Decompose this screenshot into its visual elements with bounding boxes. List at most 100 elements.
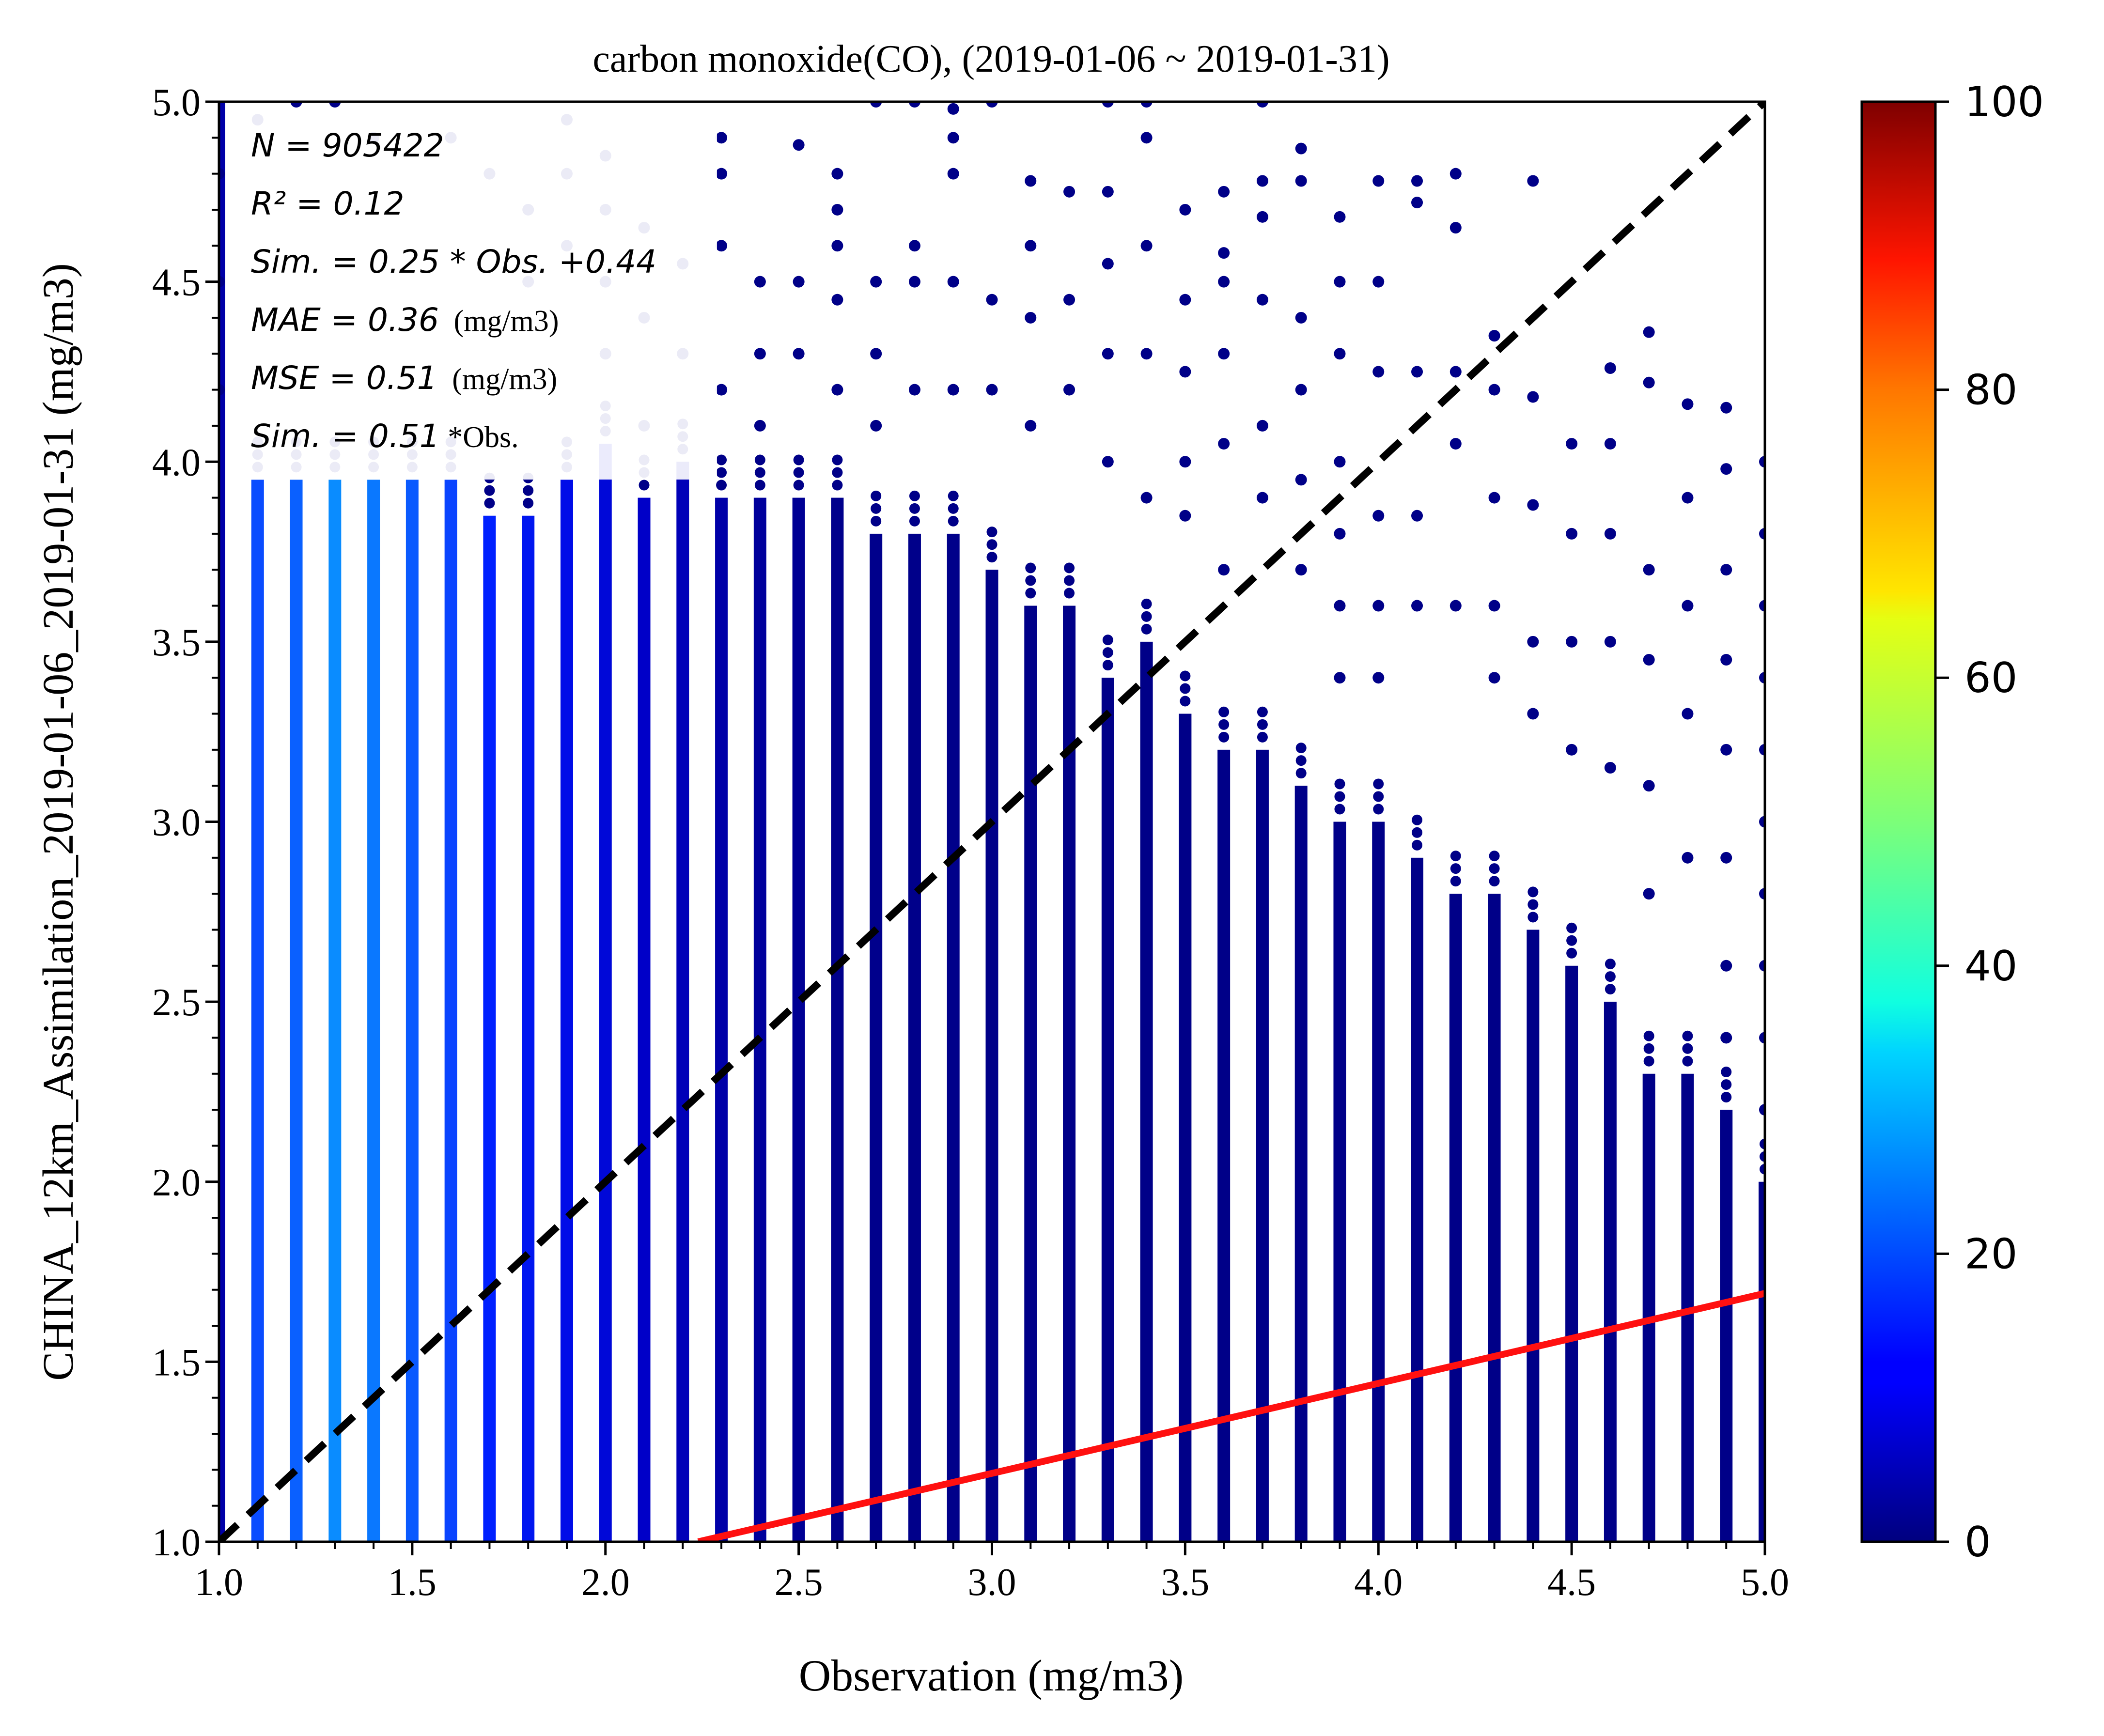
data-point bbox=[1256, 419, 1268, 432]
data-column bbox=[1449, 894, 1462, 1542]
data-column bbox=[715, 497, 728, 1542]
x-tick-label: 1.5 bbox=[388, 1561, 436, 1604]
data-point bbox=[1295, 768, 1307, 779]
y-tick-label: 2.0 bbox=[152, 1162, 201, 1204]
data-point bbox=[716, 480, 727, 491]
data-point bbox=[871, 503, 882, 514]
data-point bbox=[1218, 706, 1230, 717]
data-point bbox=[1256, 294, 1268, 306]
data-point bbox=[1218, 247, 1230, 259]
data-point bbox=[716, 467, 727, 478]
data-column bbox=[1294, 786, 1308, 1542]
data-point bbox=[1759, 960, 1765, 972]
data-point bbox=[1334, 804, 1345, 815]
data-point bbox=[1140, 132, 1153, 144]
data-point bbox=[754, 467, 765, 478]
colorbar-tick-label: 60 bbox=[1964, 654, 2017, 702]
stat-mae-value: MAE = 0.36 bbox=[251, 301, 439, 339]
data-column bbox=[560, 480, 573, 1542]
data-point bbox=[1025, 240, 1037, 252]
data-point bbox=[1760, 1163, 1765, 1175]
data-point bbox=[1449, 438, 1462, 450]
x-tick-label: 3.0 bbox=[968, 1561, 1016, 1604]
data-column bbox=[1759, 1181, 1765, 1542]
data-column bbox=[1527, 930, 1540, 1542]
data-point bbox=[793, 139, 805, 151]
data-point bbox=[1682, 398, 1694, 410]
data-point bbox=[1412, 839, 1423, 851]
data-point bbox=[1604, 762, 1616, 774]
data-point bbox=[1449, 222, 1462, 234]
data-point bbox=[1372, 175, 1385, 187]
data-point bbox=[1140, 240, 1153, 252]
colorbar-gradient bbox=[1860, 100, 1937, 1543]
data-point bbox=[1256, 175, 1268, 187]
stats-box: N = 905422 R² = 0.12 Sim. = 0.25 * Obs. … bbox=[242, 111, 717, 480]
data-point bbox=[1218, 348, 1230, 360]
data-point bbox=[793, 454, 804, 465]
data-point bbox=[1372, 276, 1385, 288]
data-point bbox=[1411, 197, 1423, 209]
stat-n: N = 905422 bbox=[251, 127, 444, 164]
data-point bbox=[986, 102, 998, 108]
data-point bbox=[1643, 1055, 1654, 1067]
data-point bbox=[1295, 743, 1307, 754]
data-point bbox=[1025, 575, 1036, 586]
data-point bbox=[219, 276, 225, 288]
data-point bbox=[1643, 376, 1655, 388]
data-point bbox=[1295, 384, 1307, 396]
data-point bbox=[831, 384, 843, 396]
data-point bbox=[793, 348, 805, 360]
data-point bbox=[1566, 636, 1578, 648]
data-point bbox=[484, 485, 495, 496]
data-point bbox=[1063, 294, 1075, 306]
data-point bbox=[1759, 672, 1765, 684]
data-point bbox=[1295, 311, 1307, 324]
data-point bbox=[1102, 258, 1114, 270]
data-point bbox=[1295, 755, 1307, 766]
data-point bbox=[1450, 863, 1461, 874]
regression-fit-line bbox=[697, 1290, 1765, 1542]
data-point bbox=[754, 419, 766, 432]
data-point bbox=[1720, 852, 1732, 864]
x-tick-label: 1.0 bbox=[195, 1561, 243, 1604]
data-point bbox=[947, 276, 959, 288]
data-point bbox=[870, 276, 882, 288]
stat-mse-value: MSE = 0.51 bbox=[251, 359, 437, 397]
stat-r2: R² = 0.12 bbox=[251, 185, 405, 222]
data-point bbox=[523, 497, 534, 509]
data-point bbox=[986, 527, 997, 538]
data-column bbox=[1256, 749, 1269, 1542]
data-column bbox=[1604, 1002, 1617, 1542]
data-point bbox=[1179, 203, 1191, 216]
data-point bbox=[1256, 102, 1268, 108]
data-point bbox=[1102, 635, 1113, 646]
data-point bbox=[1566, 438, 1578, 450]
data-point bbox=[1295, 175, 1307, 187]
data-column bbox=[831, 497, 844, 1542]
data-point bbox=[1720, 463, 1732, 475]
data-point bbox=[716, 384, 728, 396]
data-point bbox=[1295, 474, 1307, 486]
data-point bbox=[1682, 852, 1694, 864]
data-point bbox=[1412, 814, 1423, 825]
x-tick-label: 4.0 bbox=[1354, 1561, 1403, 1604]
data-point bbox=[1373, 804, 1384, 815]
data-point bbox=[1064, 575, 1075, 586]
data-point bbox=[870, 102, 882, 108]
data-column bbox=[251, 480, 264, 1542]
data-point bbox=[948, 503, 959, 514]
data-point bbox=[754, 348, 766, 360]
x-axis-label: Observation (mg/m3) bbox=[799, 1651, 1184, 1700]
data-point bbox=[1025, 419, 1037, 432]
data-column bbox=[483, 515, 496, 1542]
data-column bbox=[1101, 678, 1114, 1542]
stat-ratio-value: Sim. = 0.51 bbox=[251, 418, 440, 455]
data-point bbox=[1566, 947, 1577, 959]
data-point bbox=[1063, 186, 1075, 198]
data-point bbox=[1295, 564, 1307, 576]
data-point bbox=[986, 384, 998, 396]
data-point bbox=[871, 515, 882, 527]
data-point bbox=[219, 384, 225, 396]
data-point bbox=[1720, 744, 1732, 756]
